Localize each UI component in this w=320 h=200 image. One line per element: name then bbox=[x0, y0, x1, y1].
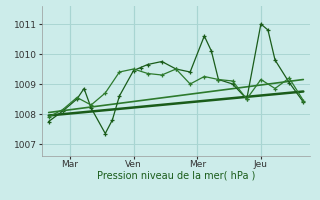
X-axis label: Pression niveau de la mer( hPa ): Pression niveau de la mer( hPa ) bbox=[97, 171, 255, 181]
